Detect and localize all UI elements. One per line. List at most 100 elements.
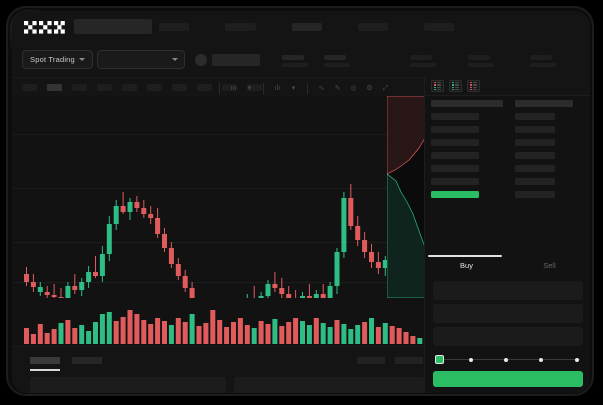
orderbook-mode-bids[interactable] bbox=[449, 80, 462, 92]
orderbook-right-row-7[interactable] bbox=[515, 191, 555, 198]
market-type-dropdown[interactable]: Spot Trading bbox=[22, 50, 93, 69]
orderbook-left-row-5[interactable] bbox=[431, 165, 479, 172]
market-depth-overlay bbox=[387, 96, 424, 298]
gridline-0 bbox=[12, 134, 424, 135]
orderbook-right-row-1[interactable] bbox=[515, 113, 555, 120]
slider-stop-50[interactable] bbox=[504, 357, 508, 362]
settings-icon[interactable]: ⚙ bbox=[366, 84, 373, 92]
chevron-down-icon bbox=[172, 58, 178, 61]
nav-item-4[interactable] bbox=[358, 23, 388, 31]
slider-stop-25[interactable] bbox=[469, 357, 473, 362]
slider-stop-100[interactable] bbox=[575, 357, 579, 362]
timeframe-9[interactable] bbox=[222, 84, 237, 91]
candlestick-chart[interactable] bbox=[12, 96, 424, 298]
main-nav bbox=[159, 23, 454, 31]
total-field[interactable] bbox=[433, 327, 583, 346]
orderbook-right-row-5[interactable] bbox=[515, 165, 555, 172]
nav-item-3[interactable] bbox=[292, 23, 322, 31]
orders-action-2[interactable] bbox=[395, 357, 423, 364]
okx-logo[interactable] bbox=[24, 21, 65, 34]
nav-item-2[interactable] bbox=[225, 23, 256, 31]
trade-form: Buy Sell bbox=[425, 251, 590, 393]
orderbook-column-right bbox=[515, 100, 573, 204]
orderbook-header bbox=[425, 77, 590, 96]
timeframe-3[interactable] bbox=[72, 84, 87, 91]
timeframe-5[interactable] bbox=[122, 84, 137, 91]
slider-stop-75[interactable] bbox=[539, 357, 543, 362]
orderbook-column-left bbox=[431, 100, 503, 204]
submit-buy-button[interactable] bbox=[433, 371, 583, 387]
orderbook-left-row-3[interactable] bbox=[431, 139, 479, 146]
timeframe-7[interactable] bbox=[172, 84, 187, 91]
nav-item-1[interactable] bbox=[159, 23, 189, 31]
volume-series bbox=[24, 310, 533, 344]
pair-stat-2 bbox=[324, 55, 350, 67]
chart-tools-group: ııı ▾ ılı ▾ ∿ ✎ ◎ ⚙ ⤢ bbox=[217, 82, 390, 94]
toolbar-divider bbox=[219, 82, 220, 94]
orderbook-right-row-3[interactable] bbox=[515, 139, 555, 146]
timeframe-10[interactable] bbox=[247, 84, 262, 91]
timeframe-6[interactable] bbox=[147, 84, 162, 91]
orders-tab-2[interactable] bbox=[72, 357, 102, 364]
orders-action-1[interactable] bbox=[357, 357, 385, 364]
pencil-icon[interactable]: ✎ bbox=[334, 84, 341, 92]
gridline-1 bbox=[12, 188, 424, 189]
orderbook-left-row-4[interactable] bbox=[431, 152, 479, 159]
indicators-icon[interactable]: ııı bbox=[230, 84, 237, 92]
orderbook-right-row-2[interactable] bbox=[515, 126, 555, 133]
line-chart-icon[interactable]: ∿ bbox=[318, 84, 325, 92]
gridline-3 bbox=[12, 282, 424, 283]
pair-info-bar: Spot Trading bbox=[12, 43, 590, 77]
orderbook-mode-asks[interactable] bbox=[467, 80, 480, 92]
pair-stat-3 bbox=[410, 55, 436, 67]
chart-type-dropdown-icon[interactable]: ▾ bbox=[291, 84, 296, 92]
orderbook-left-row-7[interactable] bbox=[431, 191, 479, 198]
timeframe-2[interactable] bbox=[47, 84, 62, 91]
right-sidebar: Buy Sell bbox=[424, 77, 590, 393]
orderbook-right-row-0 bbox=[515, 100, 573, 107]
timeframe-8[interactable] bbox=[197, 84, 212, 91]
buy-sell-tabs: Buy Sell bbox=[425, 257, 590, 275]
orderbook-left-row-1[interactable] bbox=[431, 113, 479, 120]
orderbook-right-row-6[interactable] bbox=[515, 178, 555, 185]
okx-logo-icon bbox=[24, 21, 65, 34]
amount-percent-slider[interactable] bbox=[435, 355, 583, 364]
orders-panel bbox=[12, 346, 424, 393]
top-header-bar bbox=[12, 11, 590, 43]
search-input[interactable] bbox=[74, 19, 152, 34]
orderbook-right-row-4[interactable] bbox=[515, 152, 555, 159]
candle-series bbox=[24, 184, 423, 298]
indicators-dropdown-icon[interactable]: ▾ bbox=[247, 84, 252, 92]
pair-select[interactable] bbox=[97, 50, 185, 69]
chart-type-icon[interactable]: ılı bbox=[274, 84, 281, 92]
toolbar-divider bbox=[307, 82, 308, 94]
orders-panel-left bbox=[30, 377, 226, 393]
timeframe-group bbox=[22, 84, 262, 91]
fullscreen-icon[interactable]: ⤢ bbox=[382, 84, 389, 92]
timeframe-1[interactable] bbox=[22, 84, 37, 91]
amount-field[interactable] bbox=[433, 304, 583, 323]
price-field[interactable] bbox=[433, 281, 583, 300]
slider-handle[interactable] bbox=[435, 355, 444, 364]
coin-avatar bbox=[195, 54, 207, 66]
app-screen: Spot Trading bbox=[12, 11, 590, 393]
tab-sell[interactable]: Sell bbox=[543, 261, 556, 270]
orders-tab-1[interactable] bbox=[30, 357, 60, 364]
pair-stat-5 bbox=[530, 55, 556, 67]
timeframe-4[interactable] bbox=[97, 84, 112, 91]
tab-buy[interactable]: Buy bbox=[460, 261, 473, 270]
nav-item-5[interactable] bbox=[424, 23, 454, 31]
chart-toolbar: ııı ▾ ılı ▾ ∿ ✎ ◎ ⚙ ⤢ bbox=[12, 77, 424, 96]
orderbook-left-row-0 bbox=[431, 100, 503, 107]
orders-panel-right bbox=[234, 377, 424, 393]
active-side-indicator bbox=[428, 255, 502, 257]
pair-stat-4 bbox=[468, 55, 494, 67]
orderbook-left-row-6[interactable] bbox=[431, 178, 479, 185]
orderbook-mode-both[interactable] bbox=[431, 80, 444, 92]
magnet-icon[interactable]: ◎ bbox=[350, 84, 357, 92]
orderbook-body[interactable] bbox=[425, 96, 590, 251]
orderbook-left-row-2[interactable] bbox=[431, 126, 479, 133]
pair-name bbox=[212, 54, 260, 66]
volume-histogram bbox=[12, 298, 533, 346]
